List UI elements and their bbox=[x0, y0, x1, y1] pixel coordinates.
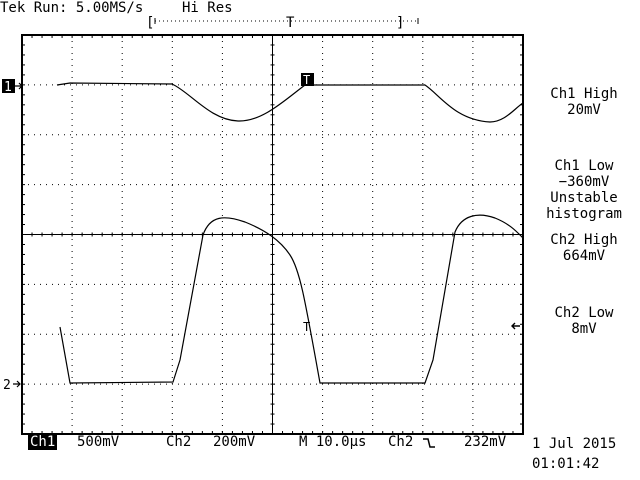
ch2-ground-marker: 2 bbox=[3, 378, 11, 393]
measurement-value: 664mV bbox=[562, 248, 606, 264]
ch1-ground-marker: 1 bbox=[4, 80, 12, 95]
measurement-label: Ch1 High bbox=[550, 86, 618, 102]
ch1-ground-arrow-icon bbox=[15, 82, 23, 90]
record-view-bar bbox=[154, 18, 419, 24]
ch2-label: Ch2 bbox=[166, 434, 192, 450]
measurement-value: 8mV bbox=[571, 321, 597, 337]
trigger-position-box bbox=[301, 73, 314, 86]
acquisition-mode: Hi Res bbox=[182, 0, 233, 16]
measurement-note: histogram bbox=[546, 206, 622, 222]
measurement-value: −360mV bbox=[558, 174, 610, 190]
ch2-trigger-point-marker: T bbox=[303, 320, 310, 334]
ch2-trace bbox=[59, 214, 524, 384]
trigger-level: 232mV bbox=[464, 434, 507, 450]
measurement-label: Ch1 Low bbox=[554, 158, 614, 174]
record-trigger-marker: T bbox=[286, 15, 295, 31]
record-right-bracket: ] bbox=[396, 15, 404, 31]
ch1-scale: 500mV bbox=[77, 434, 120, 450]
ch2-low-measurement: Ch2 Low 8mV bbox=[528, 305, 640, 337]
trigger-position-label: T bbox=[303, 73, 310, 87]
ch1-trace bbox=[56, 82, 524, 123]
measurement-note: Unstable bbox=[550, 190, 618, 206]
time: 01:01:42 bbox=[532, 456, 600, 472]
ch2-ground-arrow-icon bbox=[13, 380, 21, 388]
measurement-label: Ch2 Low bbox=[554, 305, 614, 321]
trigger-source: Ch2 bbox=[388, 434, 414, 450]
ch1-low-measurement: Ch1 Low −360mV Unstable histogram bbox=[528, 158, 640, 222]
record-left-bracket: [ bbox=[146, 15, 154, 31]
falling-edge-icon bbox=[423, 438, 435, 448]
measurement-value: 20mV bbox=[567, 102, 601, 118]
measurement-label: Ch2 High bbox=[550, 232, 618, 248]
ch1-ground-marker-box bbox=[2, 79, 15, 93]
ch2-high-measurement: Ch2 High 664mV bbox=[528, 232, 640, 264]
ch1-high-measurement: Ch1 High 20mV bbox=[528, 86, 640, 118]
ch1-label-text: Ch1 bbox=[28, 434, 58, 450]
ch2-scale: 200mV bbox=[213, 434, 256, 450]
graticule-center-axes bbox=[21, 34, 524, 435]
date: 1 Jul 2015 bbox=[532, 436, 617, 452]
ch1-label: Ch1 bbox=[28, 434, 58, 450]
timebase: M 10.0µs bbox=[299, 434, 367, 450]
acquisition-status: Tek Run: 5.00MS/s bbox=[0, 0, 144, 16]
trigger-level-arrow-icon bbox=[511, 322, 520, 330]
